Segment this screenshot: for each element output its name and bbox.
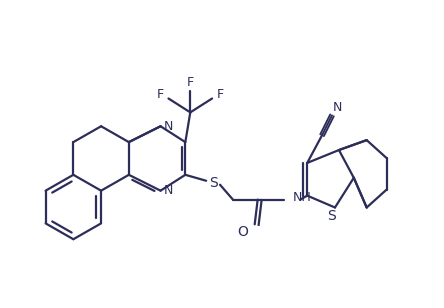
Text: F: F — [217, 88, 224, 101]
Text: S: S — [209, 176, 218, 190]
Text: N: N — [332, 101, 341, 114]
Text: F: F — [187, 76, 194, 89]
Text: N: N — [164, 184, 173, 197]
Text: F: F — [157, 88, 164, 101]
Text: O: O — [238, 225, 248, 239]
Text: S: S — [328, 209, 337, 223]
Text: NH: NH — [292, 191, 311, 204]
Text: N: N — [164, 120, 173, 133]
